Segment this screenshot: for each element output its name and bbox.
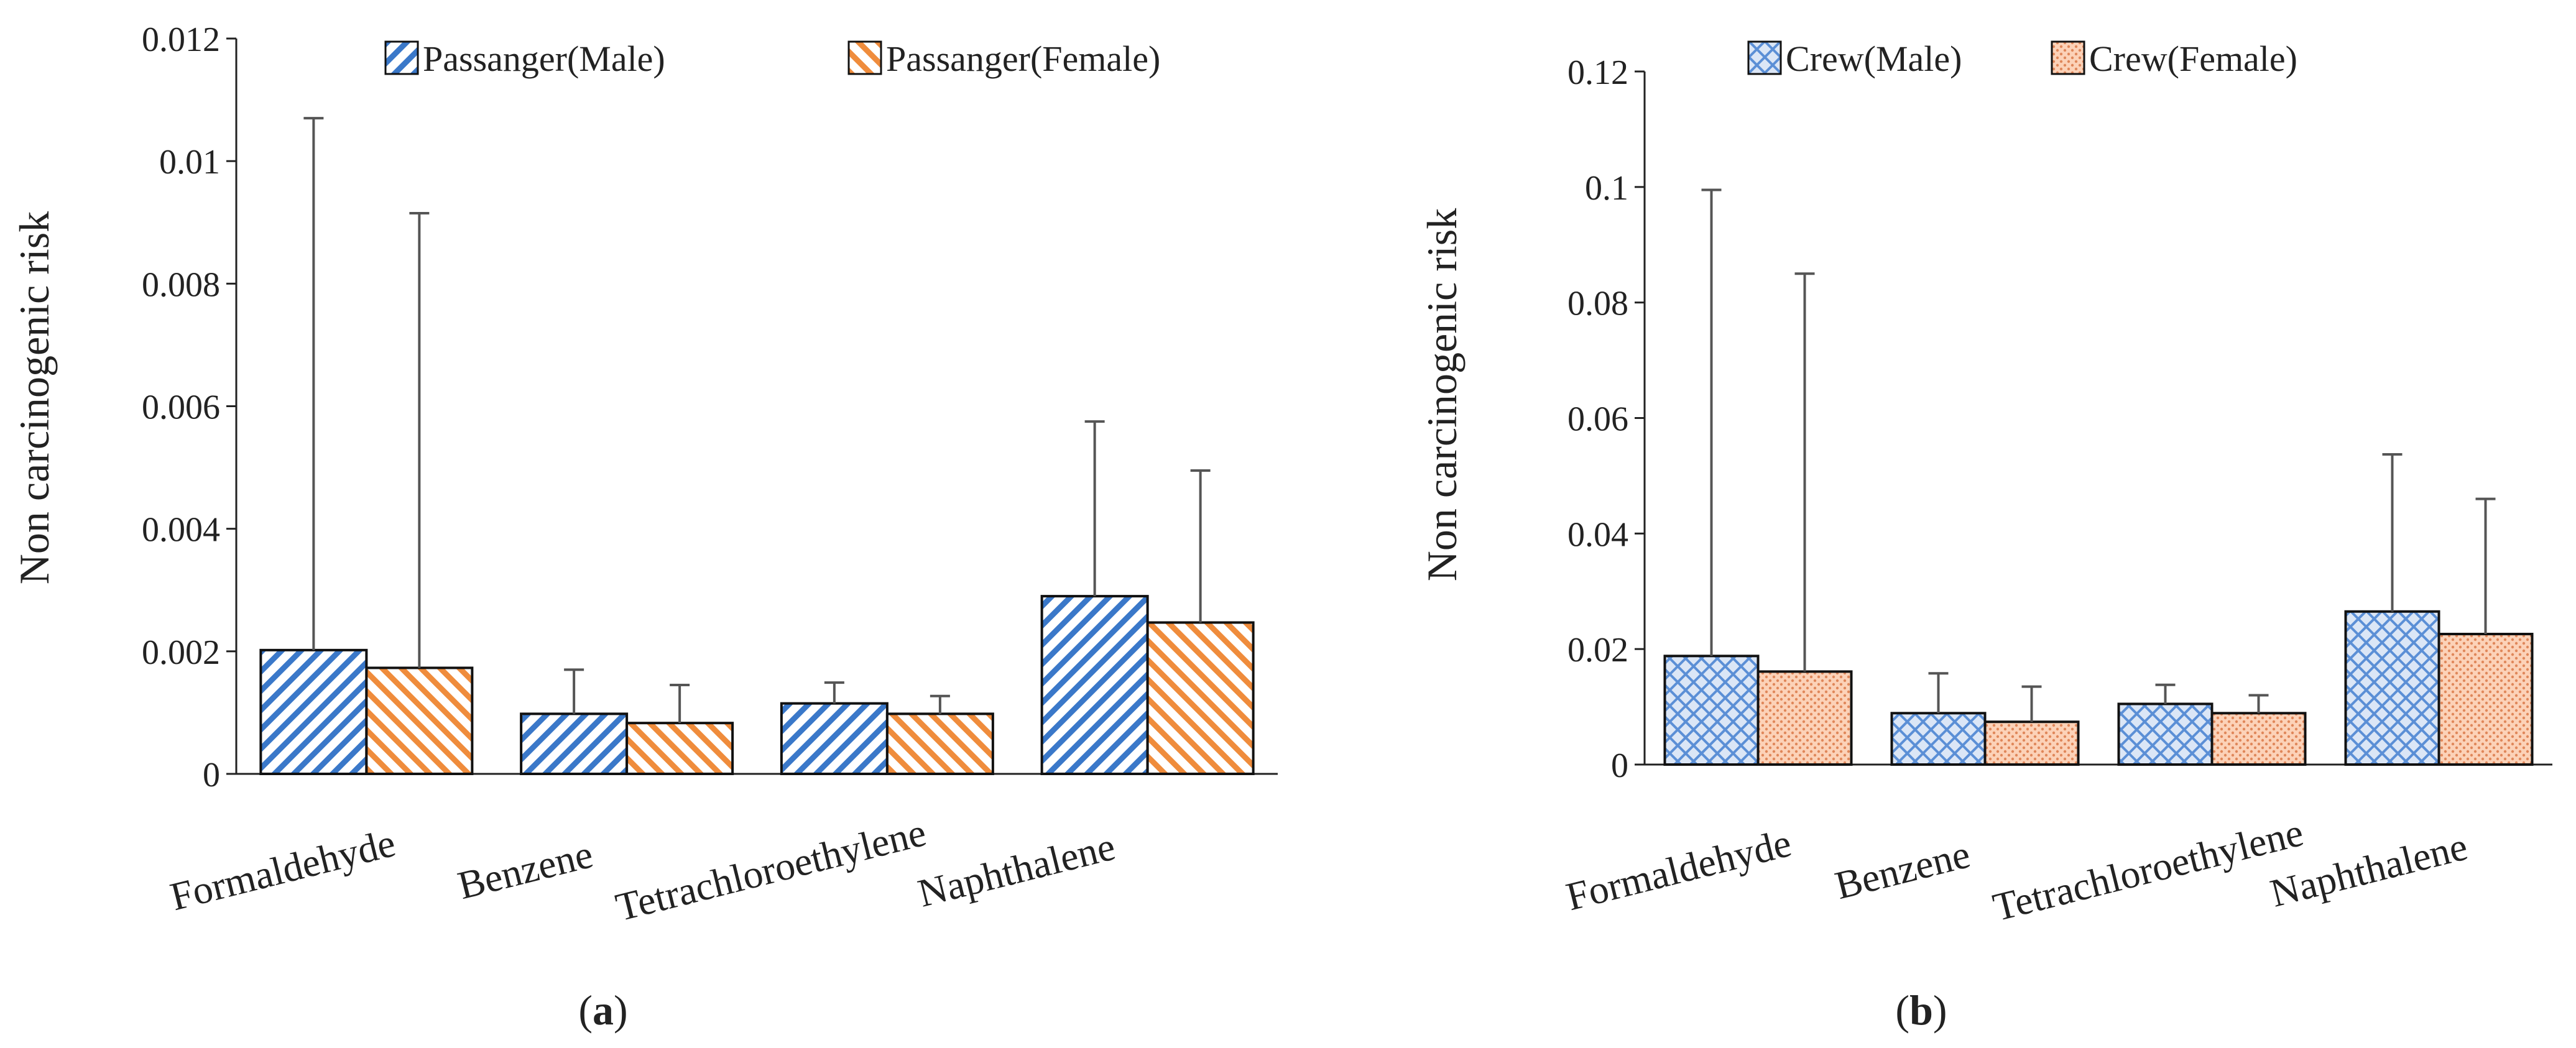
bar	[1983, 720, 2080, 766]
legend-label: Passanger(Female)	[886, 39, 1160, 79]
y-tick-label: 0.002	[142, 633, 220, 672]
panel-letter: b	[1909, 986, 1933, 1034]
legend-swatch	[2051, 40, 2085, 75]
bar	[626, 722, 734, 775]
x-tick-label: Tetrachloroethylene	[1988, 810, 2307, 929]
legend-label: Crew(Female)	[2089, 39, 2297, 79]
legend-label: Crew(Male)	[1786, 39, 1962, 79]
y-tick-label: 0.02	[1567, 631, 1628, 669]
y-tick-label: 0.012	[142, 21, 220, 59]
bar	[520, 712, 629, 775]
panel-b: Non carcinogenic risk Crew(Male) Crew(Fe…	[1418, 39, 2552, 1034]
y-axis-label: Non carcinogenic risk	[1418, 208, 1466, 581]
x-tick-label: Benzene	[453, 832, 597, 908]
plot-area: 0 0.02 0.04 0.06 0.08 0.1 0.12 Formaldehyde Benz…	[1562, 53, 2552, 929]
y-tick-label: 0.1	[1585, 169, 1628, 208]
legend: Passanger(Male) Passanger(Female)	[384, 39, 1160, 79]
y-tick-label: 0.12	[1567, 53, 1628, 92]
bar	[1040, 595, 1149, 775]
y-tick-label: 0.01	[159, 143, 220, 182]
legend-label: Passanger(Male)	[423, 39, 665, 79]
x-tick-label: Benzene	[1830, 832, 1974, 908]
bar	[1890, 712, 1987, 766]
y-tick-label: 0.04	[1567, 515, 1628, 554]
legend-swatch	[1747, 40, 1782, 75]
bar	[2437, 633, 2534, 766]
panel-letter: a	[593, 986, 614, 1034]
y-tick-label: 0.006	[142, 388, 220, 427]
bar	[885, 712, 994, 775]
y-tick-label: 0.004	[142, 511, 220, 549]
panel-label: (a)	[578, 986, 627, 1034]
y-tick-label: 0.08	[1567, 285, 1628, 323]
y-tick-label: 0	[203, 756, 220, 794]
bar	[259, 648, 368, 776]
y-axis-label: Non carcinogenic risk	[11, 211, 58, 584]
x-tick-label: Formaldehyde	[166, 820, 400, 919]
legend-swatch	[847, 40, 882, 75]
bar	[1663, 655, 1760, 766]
bar	[2117, 702, 2214, 766]
bar	[2344, 610, 2440, 766]
bar	[780, 702, 889, 775]
y-tick-label: 0.06	[1567, 400, 1628, 439]
x-tick-label: Tetrachloroethylene	[611, 810, 930, 929]
y-tick-label: 0.008	[142, 265, 220, 304]
bar	[1146, 621, 1255, 775]
y-tick-label: 0	[1611, 747, 1628, 785]
legend-swatch	[384, 40, 419, 75]
legend: Crew(Male) Crew(Female)	[1747, 39, 2297, 79]
x-tick-label: Naphthalene	[913, 824, 1119, 916]
bar	[2210, 712, 2307, 766]
bar	[365, 666, 474, 775]
plot-area: 0 0.002 0.004 0.006 0.008 0.01 0.012 Formaldehy…	[142, 21, 1278, 929]
panel-a: Non carcinogenic risk Passanger(Male) Pa…	[11, 21, 1278, 1034]
bar	[1757, 670, 1853, 766]
panel-label: (b)	[1895, 986, 1947, 1034]
x-tick-label: Formaldehyde	[1562, 820, 1796, 919]
